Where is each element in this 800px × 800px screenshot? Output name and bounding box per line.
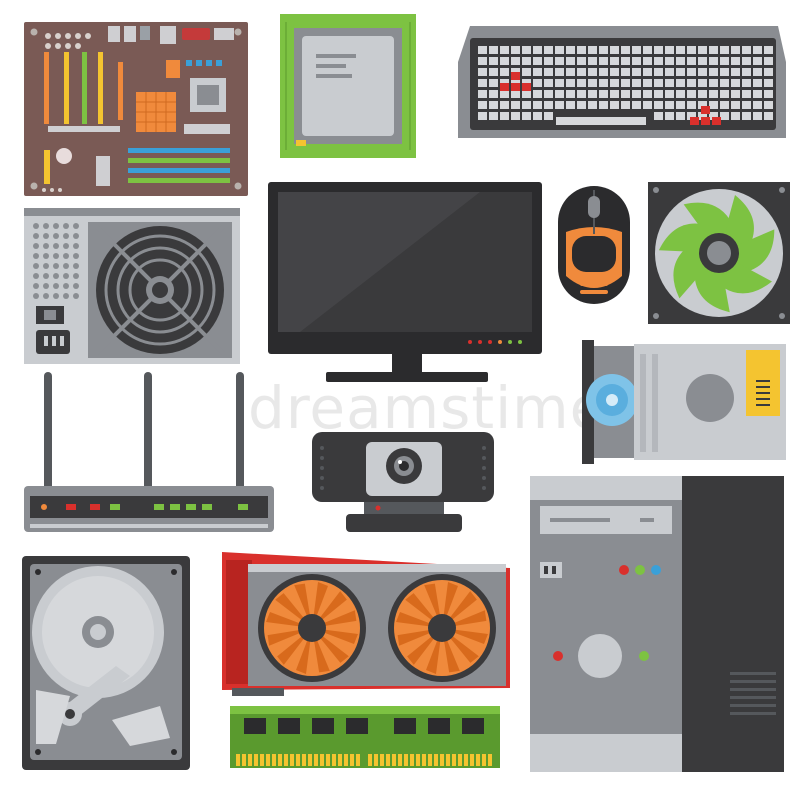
case-fan-icon — [648, 182, 790, 324]
webcam-icon — [312, 432, 494, 532]
power-supply-icon — [24, 208, 240, 364]
optical-drive-icon — [582, 340, 786, 464]
monitor-icon — [268, 182, 542, 382]
keyboard-icon — [458, 26, 786, 138]
graphics-card-icon — [222, 552, 510, 696]
router-icon — [24, 372, 274, 532]
watermark-text: dreamstime — [248, 374, 606, 442]
mouse-icon — [558, 186, 630, 304]
motherboard-icon — [24, 22, 248, 196]
hard-drive-icon — [22, 556, 190, 770]
cpu-icon — [280, 14, 416, 158]
ram-stick-icon — [230, 706, 500, 768]
pc-tower-icon — [530, 476, 784, 772]
